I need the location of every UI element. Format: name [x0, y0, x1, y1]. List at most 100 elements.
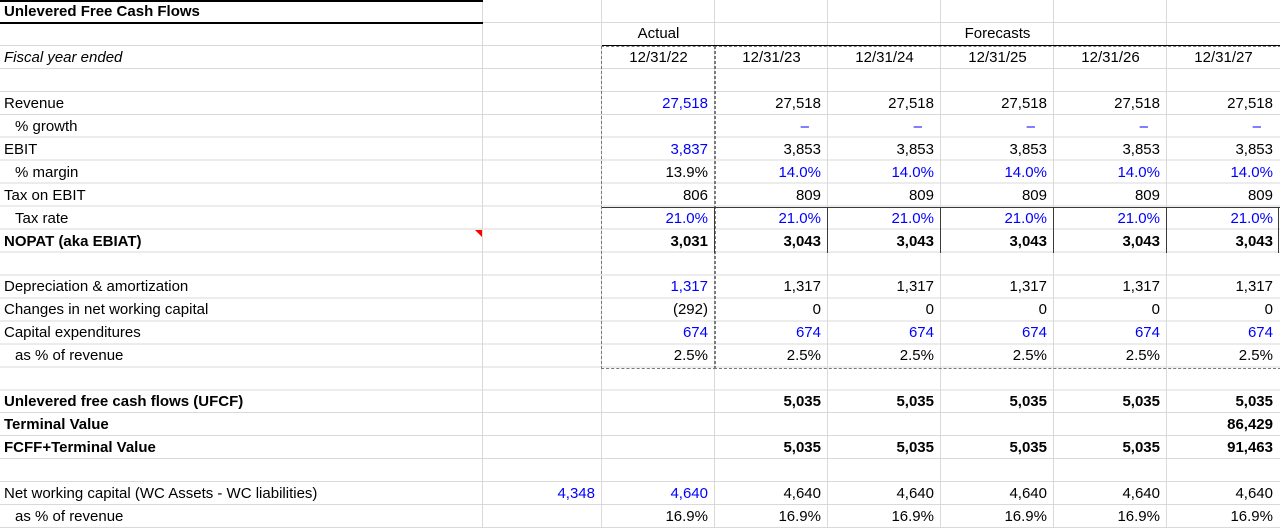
cell-changes-in-nwc-f1[interactable]: 0	[812, 301, 821, 319]
cell-revenue-a[interactable]: 27,518	[662, 94, 708, 112]
cell-changes-in-nwc-f5[interactable]: 0	[1264, 301, 1273, 319]
cell-nwc-pct-revenue-f3[interactable]: 16.9%	[1004, 508, 1047, 526]
cell-capex-pct-revenue-f3[interactable]: 2.5%	[1012, 347, 1047, 365]
cell-pct-growth-f2[interactable]: –	[913, 117, 922, 135]
cell-pct-growth-f3[interactable]: –	[1026, 117, 1035, 135]
cell-ufcf-f3[interactable]: 5,035	[1009, 393, 1047, 411]
cell-depreciation-amortization-f2[interactable]: 1,317	[896, 278, 934, 296]
cell-tax-on-ebit-a[interactable]: 806	[682, 186, 708, 204]
cell-depreciation-amortization-f5[interactable]: 1,317	[1235, 278, 1273, 296]
row-label-ebit[interactable]: EBIT	[4, 140, 38, 158]
cell-pct-margin-f4[interactable]: 14.0%	[1117, 163, 1160, 181]
cell-tax-on-ebit-f5[interactable]: 809	[1247, 186, 1273, 204]
cell-depreciation-amortization-a[interactable]: 1,317	[670, 278, 708, 296]
cell-capital-expenditures-f4[interactable]: 674	[1134, 324, 1160, 342]
cell-tax-rate-f5[interactable]: 21.0%	[1230, 209, 1273, 227]
cell-capital-expenditures-f1[interactable]: 674	[795, 324, 821, 342]
cell-capital-expenditures-a[interactable]: 674	[682, 324, 708, 342]
cell-changes-in-nwc-f2[interactable]: 0	[925, 301, 934, 319]
cell-capex-pct-revenue-f5[interactable]: 2.5%	[1238, 347, 1273, 365]
row-label-revenue[interactable]: Revenue	[4, 94, 65, 112]
sheet-title[interactable]: Unlevered Free Cash Flows	[4, 2, 200, 20]
cell-fcff-plus-terminal-value-f3[interactable]: 5,035	[1009, 439, 1047, 457]
cell-revenue-f3[interactable]: 27,518	[1001, 94, 1047, 112]
cell-revenue-f4[interactable]: 27,518	[1114, 94, 1160, 112]
cell-tax-rate-f2[interactable]: 21.0%	[891, 209, 934, 227]
cell-nopat-f3[interactable]: 3,043	[1009, 232, 1047, 250]
cell-net-working-capital-f5[interactable]: 4,640	[1235, 485, 1273, 503]
date-header-f1[interactable]: 12/31/23	[742, 48, 801, 66]
row-label-pct-margin[interactable]: % margin	[15, 163, 79, 181]
cell-nopat-a[interactable]: 3,031	[670, 232, 708, 250]
cell-depreciation-amortization-f4[interactable]: 1,317	[1122, 278, 1160, 296]
cell-ebit-f4[interactable]: 3,853	[1122, 140, 1160, 158]
column-group-actual[interactable]: Actual	[602, 23, 715, 46]
cell-fcff-plus-terminal-value-f5[interactable]: 91,463	[1227, 439, 1273, 457]
cell-changes-in-nwc-f4[interactable]: 0	[1151, 301, 1160, 319]
cell-fcff-plus-terminal-value-f4[interactable]: 5,035	[1122, 439, 1160, 457]
row-label-capital-expenditures[interactable]: Capital expenditures	[4, 324, 141, 342]
cell-revenue-f1[interactable]: 27,518	[775, 94, 821, 112]
cell-ebit-f3[interactable]: 3,853	[1009, 140, 1047, 158]
date-header-f5[interactable]: 12/31/27	[1194, 48, 1253, 66]
cell-ebit-f5[interactable]: 3,853	[1235, 140, 1273, 158]
cell-fcff-plus-terminal-value-f1[interactable]: 5,035	[783, 439, 821, 457]
row-label-tax-rate[interactable]: Tax rate	[15, 209, 69, 227]
cell-net-working-capital-f2[interactable]: 4,640	[896, 485, 934, 503]
cell-tax-on-ebit-f3[interactable]: 809	[1021, 186, 1047, 204]
date-header-f3[interactable]: 12/31/25	[968, 48, 1027, 66]
row-label-fcff-plus-terminal-value[interactable]: FCFF+Terminal Value	[4, 439, 156, 457]
cell-nopat-f5[interactable]: 3,043	[1235, 232, 1273, 250]
cell-ufcf-f4[interactable]: 5,035	[1122, 393, 1160, 411]
column-group-forecasts[interactable]: Forecasts	[715, 23, 1280, 46]
cell-tax-rate-a[interactable]: 21.0%	[665, 209, 708, 227]
cell-ufcf-f1[interactable]: 5,035	[783, 393, 821, 411]
cell-capex-pct-revenue-a[interactable]: 2.5%	[673, 347, 708, 365]
cell-pct-margin-f5[interactable]: 14.0%	[1230, 163, 1273, 181]
row-label-changes-in-nwc[interactable]: Changes in net working capital	[4, 301, 209, 319]
cell-nwc-pct-revenue-f5[interactable]: 16.9%	[1230, 508, 1273, 526]
cell-pct-margin-f3[interactable]: 14.0%	[1004, 163, 1047, 181]
cell-net-working-capital-f1[interactable]: 4,640	[783, 485, 821, 503]
date-header-f4[interactable]: 12/31/26	[1081, 48, 1140, 66]
cell-changes-in-nwc-f3[interactable]: 0	[1038, 301, 1047, 319]
cell-capex-pct-revenue-f1[interactable]: 2.5%	[786, 347, 821, 365]
cell-net-working-capital-b[interactable]: 4,348	[557, 485, 595, 503]
cell-ebit-f2[interactable]: 3,853	[896, 140, 934, 158]
cell-nopat-f4[interactable]: 3,043	[1122, 232, 1160, 250]
cell-net-working-capital-f4[interactable]: 4,640	[1122, 485, 1160, 503]
cell-capital-expenditures-f5[interactable]: 674	[1247, 324, 1273, 342]
cell-changes-in-nwc-a[interactable]: (292)	[672, 301, 708, 319]
date-header-actual[interactable]: 12/31/22	[629, 48, 688, 66]
cell-pct-growth-f1[interactable]: –	[800, 117, 809, 135]
cell-capital-expenditures-f2[interactable]: 674	[908, 324, 934, 342]
row-label-net-working-capital[interactable]: Net working capital (WC Assets - WC liab…	[4, 485, 318, 503]
cell-nwc-pct-revenue-f2[interactable]: 16.9%	[891, 508, 934, 526]
cell-nopat-f2[interactable]: 3,043	[896, 232, 934, 250]
fiscal-year-ended-label[interactable]: Fiscal year ended	[4, 48, 123, 66]
cell-depreciation-amortization-f1[interactable]: 1,317	[783, 278, 821, 296]
cell-capital-expenditures-f3[interactable]: 674	[1021, 324, 1047, 342]
cell-nwc-pct-revenue-a[interactable]: 16.9%	[665, 508, 708, 526]
row-label-tax-on-ebit[interactable]: Tax on EBIT	[4, 186, 86, 204]
cell-ebit-f1[interactable]: 3,853	[783, 140, 821, 158]
row-label-capex-pct-revenue[interactable]: as % of revenue	[15, 347, 124, 365]
cell-pct-growth-f5[interactable]: –	[1252, 117, 1261, 135]
cell-pct-margin-f1[interactable]: 14.0%	[778, 163, 821, 181]
row-label-ufcf[interactable]: Unlevered free cash flows (UFCF)	[4, 393, 244, 411]
cell-ufcf-f5[interactable]: 5,035	[1235, 393, 1273, 411]
cell-net-working-capital-a[interactable]: 4,640	[670, 485, 708, 503]
cell-pct-margin-f2[interactable]: 14.0%	[891, 163, 934, 181]
cell-tax-on-ebit-f2[interactable]: 809	[908, 186, 934, 204]
cell-tax-rate-f1[interactable]: 21.0%	[778, 209, 821, 227]
cell-fcff-plus-terminal-value-f2[interactable]: 5,035	[896, 439, 934, 457]
cell-ufcf-f2[interactable]: 5,035	[896, 393, 934, 411]
row-label-nwc-pct-revenue[interactable]: as % of revenue	[15, 508, 124, 526]
cell-depreciation-amortization-f3[interactable]: 1,317	[1009, 278, 1047, 296]
cell-tax-rate-f4[interactable]: 21.0%	[1117, 209, 1160, 227]
cell-pct-growth-f4[interactable]: –	[1139, 117, 1148, 135]
cell-nwc-pct-revenue-f1[interactable]: 16.9%	[778, 508, 821, 526]
cell-nwc-pct-revenue-f4[interactable]: 16.9%	[1117, 508, 1160, 526]
row-label-nopat[interactable]: NOPAT (aka EBIAT)	[4, 232, 142, 250]
cell-nopat-f1[interactable]: 3,043	[783, 232, 821, 250]
